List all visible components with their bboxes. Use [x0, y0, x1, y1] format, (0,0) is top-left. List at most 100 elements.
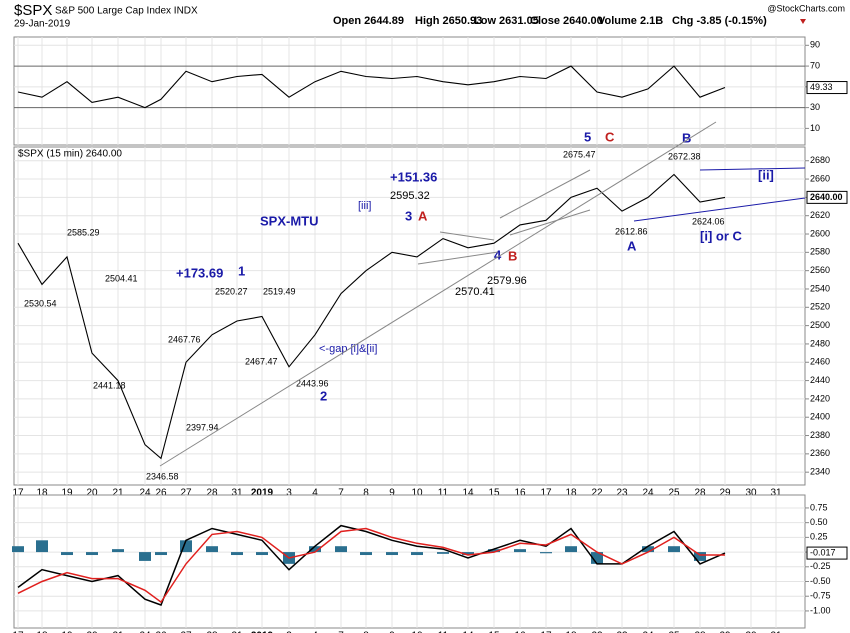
price-line	[17, 173, 726, 460]
x-tick-label: 17	[12, 631, 24, 633]
x-tick-label: 10	[411, 488, 423, 499]
annotation: 4	[494, 247, 502, 262]
panel-frame	[13, 146, 806, 486]
histogram-bar	[514, 549, 526, 553]
y-tick-label: 0.50	[810, 517, 828, 527]
x-tick-label: 11	[438, 631, 449, 633]
down-arrow	[800, 19, 806, 24]
quote-field: Close 2640.00	[530, 15, 603, 27]
annotation: 2585.29	[67, 227, 100, 237]
x-tick-label: 24	[139, 631, 151, 633]
histogram-bar	[112, 549, 124, 553]
x-tick-label: 3	[286, 631, 292, 633]
histogram-bar	[256, 552, 268, 556]
histogram-bar	[411, 552, 423, 556]
x-tick-label: 18	[565, 488, 577, 499]
index-name: S&P 500 Large Cap Index INDX	[55, 6, 198, 17]
x-tick-label: 28	[206, 488, 218, 499]
quote-field: Low 2631.05	[474, 15, 539, 27]
x-tick-label: 18	[565, 631, 577, 633]
x-tick-label: 4	[312, 631, 318, 633]
x-tick-label: 17	[540, 631, 552, 633]
annotation: 2624.06	[692, 216, 725, 226]
current-label: -0.017	[810, 547, 836, 557]
y-tick-label: 2420	[810, 393, 830, 403]
x-tick-label: 30	[745, 631, 757, 633]
x-tick-label: 22	[591, 631, 603, 633]
x-tick-label: 7	[338, 631, 344, 633]
annotation: 2441.18	[93, 380, 126, 390]
y-tick-label: 2540	[810, 283, 830, 293]
y-tick-label: 2520	[810, 302, 830, 312]
macd-line	[17, 524, 726, 606]
x-tick-label: 9	[389, 488, 395, 499]
x-tick-label: 24	[642, 488, 654, 499]
x-tick-label: 7	[338, 488, 344, 499]
annotation: [ii]	[758, 167, 774, 182]
y-tick-label: 70	[810, 60, 820, 70]
annotation: 2612.86	[615, 226, 648, 236]
histogram-bar	[86, 552, 98, 556]
histogram-bar	[386, 552, 398, 556]
histogram-bar	[540, 552, 552, 554]
x-tick-label: 18	[36, 488, 48, 499]
x-tick-label: 11	[438, 488, 449, 499]
histogram-bar	[437, 552, 449, 554]
x-tick-label: 31	[770, 631, 782, 633]
x-tick-label: 15	[488, 488, 500, 499]
y-tick-label: 2500	[810, 320, 830, 330]
annotation: 2397.94	[186, 422, 219, 432]
x-tick-label: 23	[616, 631, 628, 633]
y-tick-label: 2620	[810, 210, 830, 220]
x-tick-label: 24	[642, 631, 654, 633]
histogram-bar	[360, 552, 372, 556]
annotation: B	[508, 248, 517, 263]
annotation: +151.36	[390, 169, 437, 184]
y-tick-label: 2460	[810, 357, 830, 367]
histogram-bar	[206, 546, 218, 553]
x-tick-label: 10	[411, 631, 423, 633]
current-box	[806, 81, 848, 95]
x-tick-label: 14	[462, 488, 474, 499]
histogram-bar	[61, 552, 73, 556]
annotation: 5	[584, 129, 591, 144]
y-tick-label: 2380	[810, 430, 830, 440]
y-tick-label: 2580	[810, 247, 830, 257]
x-tick-label: 26	[155, 631, 167, 633]
x-tick-label: 2019	[251, 488, 274, 499]
x-tick-label: 9	[389, 631, 395, 633]
histogram-bar	[36, 540, 48, 553]
annotation: 2519.49	[263, 286, 296, 296]
annotation: 2530.54	[24, 298, 57, 308]
annotation: 2467.76	[168, 334, 201, 344]
y-tick-label: 2400	[810, 412, 830, 422]
x-tick-label: 22	[591, 488, 603, 499]
y-tick-label: 2600	[810, 228, 830, 238]
histogram-bar	[591, 552, 603, 564]
x-tick-label: 26	[155, 488, 167, 499]
annotation: 2672.38	[668, 151, 701, 161]
x-tick-label: 16	[514, 488, 526, 499]
y-tick-label: 2440	[810, 375, 830, 385]
quote-field: Volume 2.1B	[598, 15, 663, 27]
y-tick-label: -0.25	[810, 561, 831, 571]
x-tick-label: 18	[36, 631, 48, 633]
histogram-bar	[642, 546, 654, 553]
panel-label: $SPX (15 min) 2640.00	[18, 149, 122, 160]
x-tick-label: 28	[206, 631, 218, 633]
panel-frame	[13, 36, 806, 146]
x-tick-label: 4	[312, 488, 318, 499]
macd-line	[17, 527, 725, 604]
x-tick-label: 28	[694, 631, 706, 633]
y-tick-label: -1.00	[810, 605, 831, 615]
y-tick-label: 2680	[810, 155, 830, 165]
x-tick-label: 20	[86, 488, 98, 499]
trendline	[417, 251, 499, 265]
x-tick-label: 29	[719, 488, 731, 499]
annotation: 2443.96	[296, 378, 329, 388]
current-label: 2640.00	[810, 192, 843, 202]
current-box	[806, 546, 848, 560]
histogram-bar	[309, 546, 321, 553]
x-tick-label: 25	[668, 488, 680, 499]
annotation: 2346.58	[146, 471, 179, 481]
